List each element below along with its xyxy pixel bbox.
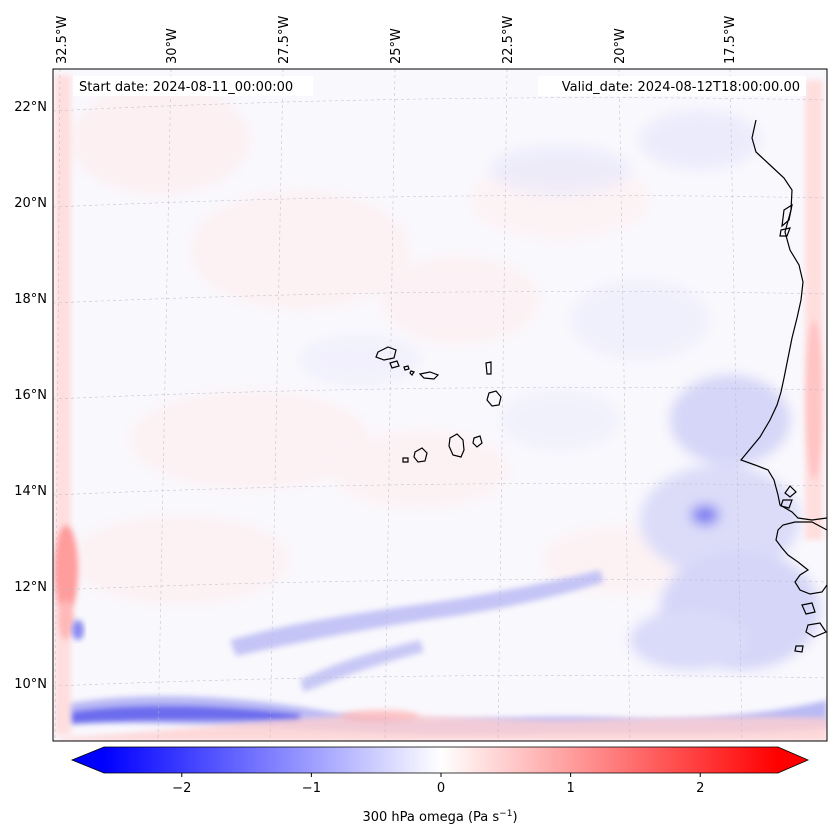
lon-label-20w: 20°W: [613, 28, 628, 64]
colorbar-extend-min: [72, 747, 104, 773]
map-panel: Start date: 2024-08-11_00:00:00 Valid_da…: [52, 68, 828, 742]
lon-label-30w: 30°W: [165, 28, 180, 64]
colorbar-tick-label: 2: [696, 781, 704, 796]
lon-label-27-5w: 27.5°W: [277, 16, 292, 64]
lat-label-22n: 22°N: [14, 100, 47, 115]
coastline-africa: [739, 119, 827, 653]
lat-label-16n: 16°N: [14, 388, 47, 403]
valid-date-label: Valid_date: 2024-08-12T18:00:00.00: [562, 80, 800, 95]
lon-label-25w: 25°W: [389, 28, 404, 64]
lat-label-10n: 10°N: [14, 677, 47, 692]
colorbar-outline: [70, 746, 810, 774]
lat-label-18n: 18°N: [14, 292, 47, 307]
lon-label-32-5w: 32.5°W: [55, 16, 70, 64]
omega-field: [54, 75, 827, 741]
lat-label-14n: 14°N: [14, 484, 47, 499]
colorbar-label-main: 300 hPa omega (Pa s: [362, 810, 499, 825]
colorbar-tick-label: −2: [172, 781, 191, 796]
colorbar-label-close: ): [512, 810, 517, 825]
gridlines: [53, 69, 827, 741]
islands-cape-verde: [375, 346, 502, 463]
latitude-labels: 22°N 20°N 18°N 16°N 14°N 12°N 10°N: [14, 100, 47, 692]
lon-label-22-5w: 22.5°W: [501, 16, 516, 64]
longitude-labels: 32.5°W 30°W 27.5°W 25°W 22.5°W 20°W 17.5…: [55, 16, 738, 64]
lat-label-12n: 12°N: [14, 580, 47, 595]
start-date-label: Start date: 2024-08-11_00:00:00: [79, 80, 293, 95]
map-frame: [52, 68, 828, 742]
colorbar-label: 300 hPa omega (Pa s−1): [362, 809, 517, 825]
lat-label-20n: 20°N: [14, 196, 47, 211]
colorbar-extend-max: [778, 747, 808, 773]
lon-label-17-5w: 17.5°W: [723, 16, 738, 64]
colorbar-label-exponent: −1: [499, 809, 512, 819]
colorbar-tick-label: 1: [566, 781, 574, 796]
colorbar-tick-label: 0: [437, 781, 445, 796]
colorbar-body: [104, 747, 778, 773]
colorbar-ticks: −2 −1 0 1 2: [172, 773, 704, 796]
colorbar: −2 −1 0 1 2 300 hPa omega (Pa s−1): [70, 746, 810, 825]
colorbar-tick-label: −1: [302, 781, 321, 796]
